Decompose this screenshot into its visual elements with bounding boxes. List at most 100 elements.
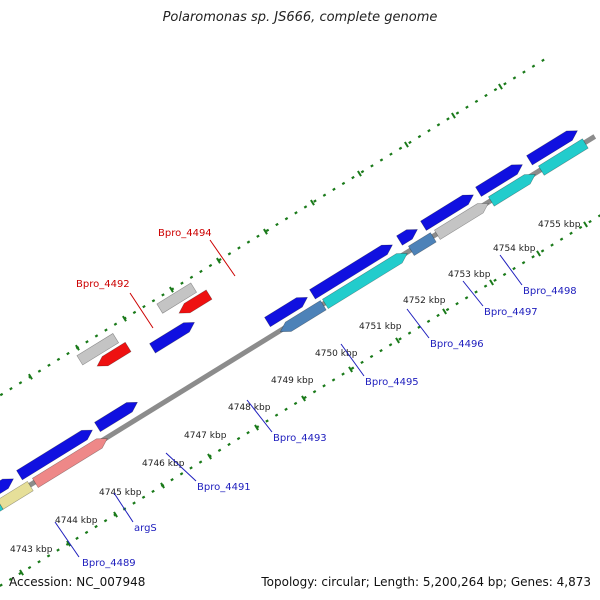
cds-arrow — [16, 429, 93, 481]
tick-dot-lower — [189, 466, 193, 470]
tick-dot-lower — [198, 460, 203, 464]
gene-leader-line — [340, 343, 365, 377]
tick-dot-lower — [246, 431, 250, 435]
gene-label: Bpro_4495 — [365, 377, 419, 388]
tick-dot-upper — [455, 111, 460, 115]
tick-dot-lower — [94, 524, 98, 529]
tick-dot-upper — [436, 123, 441, 127]
tick-dot-lower — [46, 554, 51, 558]
gene-label: Bpro_4497 — [484, 307, 538, 318]
tick-dot-lower — [217, 448, 222, 452]
tick-dot-upper — [398, 146, 403, 150]
cds-arrow — [309, 244, 393, 300]
tick-dot-upper — [541, 58, 545, 62]
tick-mark-upper — [404, 141, 409, 148]
tick-label: 4750 kbp — [315, 349, 358, 359]
tick-mark-upper — [122, 315, 127, 322]
tick-label: 4747 kbp — [184, 431, 227, 441]
tick-dot-upper — [0, 392, 4, 397]
tick-dot-lower — [274, 413, 279, 417]
tick-dot-upper — [322, 193, 327, 197]
tick-dot-upper — [370, 164, 374, 168]
tick-dot-lower — [464, 296, 469, 300]
tick-dot-upper — [512, 76, 517, 80]
feature-arrow — [408, 232, 437, 256]
cds-arrow — [526, 130, 578, 166]
tick-dot-lower — [227, 442, 231, 447]
tick-mark-upper — [216, 257, 221, 264]
tick-dot-upper — [104, 328, 108, 332]
tick-mark-upper — [310, 199, 315, 206]
gene-label: Bpro_4489 — [82, 558, 136, 569]
tick-dot-lower — [493, 278, 497, 282]
feature-arrow — [322, 253, 408, 310]
tick-dot-lower — [512, 266, 516, 271]
tick-mark-upper — [357, 170, 362, 177]
tick-dot-upper — [265, 228, 270, 233]
tick-dot-upper — [313, 199, 317, 203]
tick-dot-upper — [132, 310, 137, 315]
tick-dot-upper — [493, 87, 498, 92]
tick-dot-lower — [588, 219, 592, 224]
tick-dot-upper — [18, 381, 23, 385]
tick-label: 4744 kbp — [55, 516, 98, 526]
cds-arrow — [149, 322, 195, 354]
tick-dot-upper — [427, 129, 431, 133]
tick-dot-lower — [284, 407, 288, 411]
feature-arrow — [279, 300, 327, 333]
gene-arrow — [178, 289, 213, 314]
tick-dot-lower — [170, 477, 174, 482]
tick-mark-upper — [263, 228, 268, 235]
tick-dot-lower — [578, 225, 583, 230]
tick-dot-lower — [179, 472, 184, 476]
tick-dot-lower — [350, 366, 355, 370]
cds-arrow — [264, 297, 308, 328]
tick-dot-lower — [531, 255, 535, 259]
gene-leader-line — [165, 452, 197, 482]
tick-dot-lower — [455, 302, 459, 306]
tick-mark-lower — [442, 308, 447, 315]
tick-dot-upper — [351, 175, 355, 180]
tick-mark-lower — [489, 279, 494, 286]
tick-label: 4749 kbp — [271, 376, 314, 386]
tick-mark-lower — [19, 569, 24, 576]
gene-label: Bpro_4492 — [76, 279, 130, 290]
tick-label: 4745 kbp — [99, 488, 142, 498]
tick-mark-upper — [498, 83, 503, 90]
cds-arrow — [420, 194, 474, 231]
tick-dot-upper — [531, 64, 536, 68]
tick-dot-upper — [227, 252, 232, 256]
tick-dot-lower — [474, 290, 478, 294]
gene-label: Bpro_4493 — [273, 433, 327, 444]
tick-dot-upper — [47, 363, 51, 367]
tick-dot-upper — [275, 222, 279, 227]
tick-mark-lower — [395, 337, 400, 344]
tick-dot-lower — [540, 249, 545, 253]
tick-dot-lower — [445, 307, 450, 312]
tick-dot-lower — [360, 360, 364, 365]
gene-leader-line — [406, 308, 430, 339]
tick-mark-upper — [451, 112, 456, 119]
gene-label: argS — [134, 523, 157, 534]
gene-arrow — [96, 341, 132, 367]
tick-dot-lower — [331, 378, 336, 382]
feature-arrow — [538, 138, 589, 176]
tick-dot-upper — [360, 170, 365, 174]
gene-leader-line — [113, 492, 134, 523]
tick-dot-upper — [408, 140, 412, 145]
gene-bar — [156, 282, 198, 314]
tick-label: 4755 kbp — [538, 220, 581, 230]
tick-mark-lower — [536, 250, 541, 257]
tick-dot-upper — [66, 351, 70, 356]
tick-dot-upper — [9, 387, 13, 391]
tick-mark-upper — [75, 344, 80, 351]
feature-arrow — [32, 438, 108, 489]
tick-mark-lower — [207, 453, 212, 460]
tick-dot-upper — [56, 357, 61, 362]
tick-dot-lower — [265, 419, 269, 423]
tick-mark-lower — [583, 221, 588, 228]
tick-dot-lower — [521, 260, 526, 265]
tick-label: 4743 kbp — [10, 545, 53, 555]
tick-dot-upper — [180, 281, 184, 285]
tick-dot-upper — [503, 82, 507, 86]
